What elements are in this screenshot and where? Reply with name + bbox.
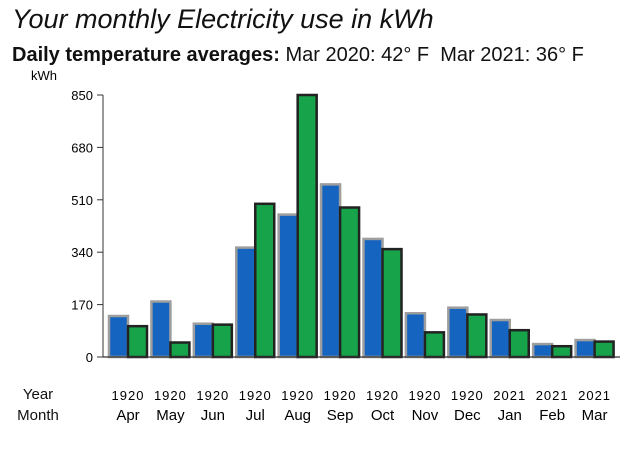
x-year-label: 2021 — [536, 388, 569, 403]
chart-title: Your monthly Electricity use in kWh — [12, 4, 434, 34]
x-year-label: 1920 — [112, 388, 145, 403]
x-month-label: Dec — [454, 407, 481, 424]
bar-current-year — [254, 202, 276, 359]
y-tick-label: 0 — [86, 350, 93, 365]
bar-prior-year — [150, 300, 172, 359]
bar-prior-year — [235, 246, 257, 359]
bar-current-year — [381, 247, 403, 359]
x-year-label: 1920 — [154, 388, 187, 403]
bar-current-year — [550, 344, 573, 359]
bar-prior-year — [404, 311, 427, 359]
x-month-label: Feb — [539, 407, 565, 424]
bar-prior-year — [574, 338, 596, 359]
month-row-label: Month — [17, 407, 59, 424]
x-year-label: 1920 — [408, 388, 441, 403]
bar-prior-year — [319, 183, 342, 359]
bar-current-year — [423, 331, 446, 359]
bar-current-year — [211, 323, 234, 359]
x-year-label: 1920 — [196, 388, 229, 403]
bar-prior-year — [192, 322, 215, 359]
y-tick-label: 510 — [71, 193, 93, 208]
x-month-label: Jun — [201, 407, 225, 424]
subtitle-lead: Daily temperature averages: — [12, 44, 280, 66]
x-month-label: Apr — [116, 407, 139, 424]
x-month-label: Nov — [412, 407, 439, 424]
y-tick-label: 170 — [71, 298, 93, 313]
chart-subtitle: Daily temperature averages: Mar 2020: 42… — [12, 44, 584, 67]
bar-prior-year — [362, 237, 384, 359]
x-year-label: 2021 — [578, 388, 611, 403]
y-tick-label: 340 — [71, 245, 93, 260]
x-year-label: 1920 — [324, 388, 357, 403]
bar-current-year — [169, 341, 191, 359]
x-year-label: 1920 — [366, 388, 399, 403]
x-year-label: 1920 — [239, 388, 272, 403]
x-year-label: 1920 — [281, 388, 314, 403]
x-month-label: Aug — [284, 407, 311, 424]
bar-current-year — [593, 340, 615, 359]
x-month-label: Jan — [498, 407, 522, 424]
x-month-label: Jul — [246, 407, 265, 424]
year-row-label: Year — [22, 386, 54, 403]
x-month-label: Sep — [327, 407, 354, 424]
y-tick-label: 850 — [71, 88, 93, 103]
x-month-label: May — [156, 407, 185, 424]
x-month-label: Mar — [582, 407, 608, 424]
bar-current-year — [338, 206, 361, 359]
bar-prior-year — [531, 342, 554, 359]
x-month-label: Oct — [371, 407, 395, 424]
bar-current-year — [508, 328, 530, 359]
x-year-label: 2021 — [493, 388, 526, 403]
x-year-label: 1920 — [451, 388, 484, 403]
y-tick-label: 680 — [71, 140, 93, 155]
bar-prior-year — [277, 213, 299, 359]
subtitle-mar2020: Mar 2020: 42° F — [285, 44, 430, 66]
bar-current-year — [296, 93, 318, 359]
bar-current-year — [466, 313, 488, 359]
bar-prior-year — [489, 318, 511, 359]
bar-current-year — [126, 324, 149, 359]
bar-prior-year — [107, 314, 130, 359]
y-axis-label: kWh — [31, 68, 57, 83]
bar-prior-year — [447, 306, 469, 359]
subtitle-mar2021: Mar 2021: 36° F — [440, 44, 584, 66]
